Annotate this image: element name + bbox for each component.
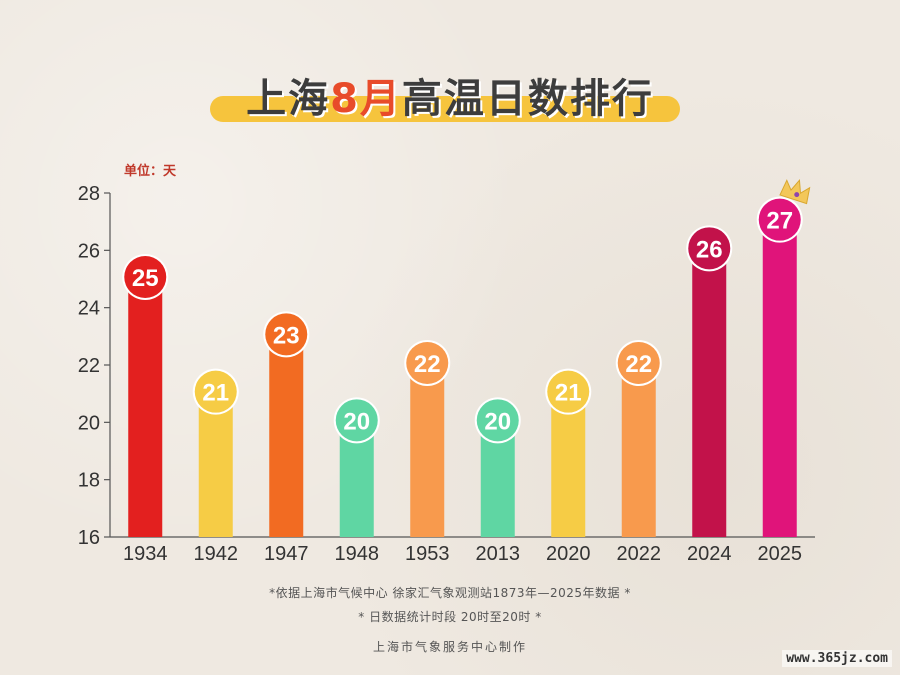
value-label: 23 (273, 322, 300, 349)
value-label: 20 (343, 408, 370, 435)
x-tick-label: 1948 (335, 543, 380, 565)
value-circle (335, 399, 378, 442)
value-circle (265, 313, 308, 356)
definition-note: * 日数据统计时段 20时至20时 * (358, 610, 542, 624)
y-tick-label: 22 (78, 355, 100, 377)
bar (128, 284, 163, 537)
bar (762, 226, 797, 537)
crown-gem (794, 192, 800, 198)
title-prefix: 上海 (246, 76, 331, 122)
x-tick-label: 2024 (687, 543, 732, 565)
value-circle (476, 399, 519, 442)
bar (480, 427, 515, 537)
value-label: 20 (484, 408, 511, 435)
bar (410, 370, 445, 537)
y-tick-label: 20 (78, 412, 100, 434)
value-label: 22 (625, 351, 652, 378)
x-tick-label: 1953 (405, 543, 450, 565)
value-circle (406, 342, 449, 384)
bar (269, 341, 304, 537)
value-circle (617, 342, 660, 384)
value-circle (688, 227, 731, 270)
chart-title: 上海8月高温日数排行 (246, 66, 654, 124)
value-circle (194, 370, 237, 413)
title-container: 上海8月高温日数排行 (0, 66, 900, 124)
bar (692, 255, 727, 538)
unit-label: 单位：天 (124, 164, 177, 179)
bar (339, 427, 374, 537)
x-tick-label: 2022 (617, 543, 662, 565)
title-underline (210, 96, 680, 122)
value-label: 22 (414, 351, 441, 378)
maker-credit: 上海市气象服务中心制作 (372, 640, 527, 654)
watermark: www.365jz.com (782, 650, 892, 667)
y-tick-label: 26 (78, 240, 100, 262)
bar (198, 398, 233, 537)
x-tick-label: 2013 (476, 543, 521, 565)
title-highlight: 8月 (330, 76, 402, 122)
y-tick-label: 24 (78, 298, 100, 320)
bar (621, 370, 656, 537)
value-circle (124, 256, 167, 298)
x-tick-label: 2025 (758, 543, 803, 565)
x-tick-label: 1947 (264, 543, 309, 565)
value-label: 25 (132, 265, 159, 292)
value-label: 21 (202, 380, 229, 407)
x-tick-label: 1942 (194, 543, 239, 565)
value-circle (547, 370, 590, 413)
value-label: 21 (555, 380, 582, 407)
y-tick-label: 28 (78, 183, 100, 205)
x-tick-label: 2020 (546, 543, 591, 565)
y-tick-label: 16 (78, 527, 100, 549)
value-label: 26 (696, 236, 723, 263)
crown-icon (779, 179, 811, 205)
value-circle (758, 198, 801, 241)
source-note: *依据上海市气候中心 徐家汇气象观测站1873年—2025年数据 * (269, 586, 631, 600)
title-suffix: 高温日数排行 (401, 76, 654, 122)
value-label: 27 (766, 208, 793, 235)
x-tick-label: 1934 (123, 543, 168, 565)
bar (551, 398, 586, 537)
y-tick-label: 18 (78, 470, 100, 492)
